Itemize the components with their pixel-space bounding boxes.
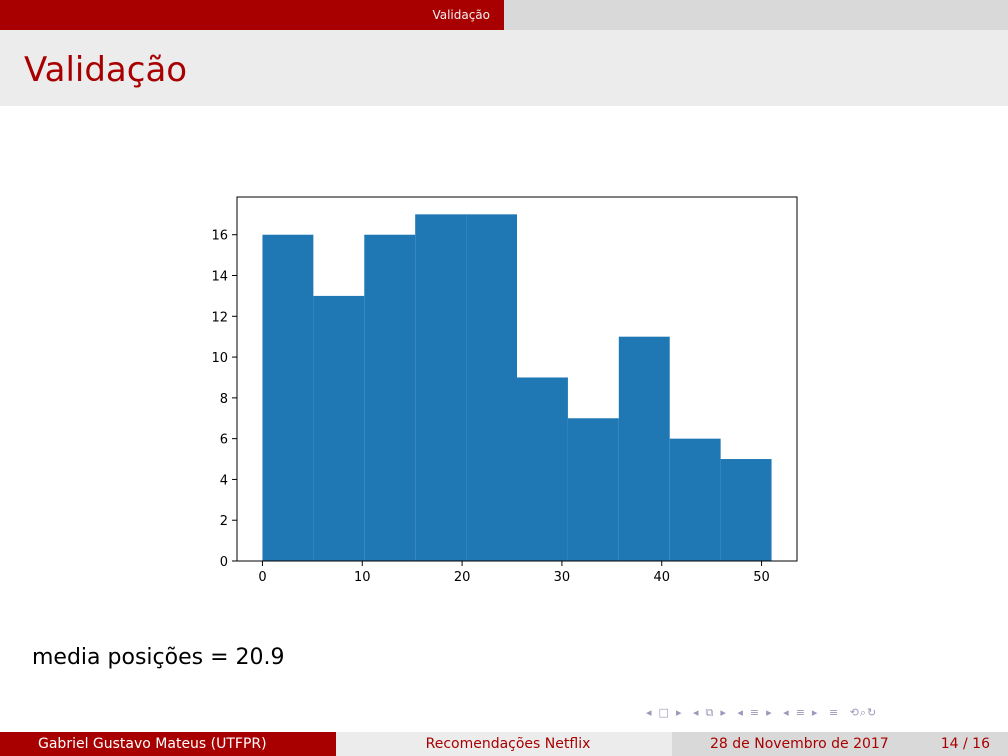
nav-prev-part-icon[interactable]: ◂: [783, 706, 790, 719]
footer-talk-title: Recomendações Netflix: [336, 732, 672, 756]
y-tick-label-8: 8: [220, 392, 228, 407]
y-tick-label-14: 14: [211, 270, 228, 285]
footer-page-number: 14 / 16: [940, 736, 990, 752]
nav-toc-icon[interactable]: ≡: [828, 706, 840, 719]
nav-prev-subsection-icon[interactable]: ◂: [692, 706, 700, 719]
nav-prev-section-icon[interactable]: ◂: [737, 706, 744, 719]
plot-frame: [236, 196, 798, 562]
frame-title-band: [0, 30, 1008, 106]
section-bar-blank: [504, 0, 1008, 30]
histogram-bar-1: [313, 295, 365, 561]
nav-frame-icon[interactable]: □: [658, 706, 670, 719]
footer-date: 28 de Novembro de 2017: [710, 736, 889, 752]
nav-next-section-icon[interactable]: ▸: [766, 706, 773, 719]
nav-prev-frame-icon[interactable]: ◂: [646, 706, 653, 719]
histogram-bar-0: [262, 234, 314, 561]
nav-next-subsection-icon[interactable]: ▸: [720, 706, 727, 719]
nav-next-part-icon[interactable]: ▸: [811, 706, 819, 719]
footer-bar: Gabriel Gustavo Mateus (UTFPR) Recomenda…: [0, 732, 1008, 756]
footer-date-page: 28 de Novembro de 2017 14 / 16: [672, 732, 1008, 756]
histogram-bar-4: [466, 214, 517, 562]
y-tick-label-16: 16: [211, 229, 228, 244]
histogram-bar-9: [720, 459, 772, 561]
x-tick-label-50: 50: [753, 570, 770, 585]
y-tick-label-4: 4: [220, 473, 228, 488]
y-tick-label-6: 6: [220, 433, 228, 448]
section-navigation-bar: Validação: [0, 0, 1008, 30]
histogram-chart: 0 10 20 30 40 50 0 2 4 6 8 10 12 14 16: [211, 196, 798, 585]
y-tick-label-0: 0: [220, 555, 228, 570]
nav-section-icon[interactable]: ≡: [749, 706, 761, 719]
beamer-navigation-symbols: ◂ □ ▸ ◂ ⧉ ▸ ◂ ≡ ▸ ◂ ≡ ▸ ≡ ⟲⌕↻: [646, 706, 1006, 724]
x-tick-label-40: 40: [653, 570, 670, 585]
histogram-bar-8: [669, 438, 721, 561]
y-tick-label-2: 2: [220, 514, 228, 529]
x-tick-label-10: 10: [354, 570, 371, 585]
y-tick-label-10: 10: [211, 351, 228, 366]
histogram-bar-3: [415, 214, 467, 562]
nav-subsection-icon[interactable]: ⧉: [705, 706, 715, 719]
x-tick-label-30: 30: [554, 570, 571, 585]
frame-title: Validação: [24, 50, 188, 90]
x-tick-label-20: 20: [454, 570, 471, 585]
section-link-validacao[interactable]: Validação: [0, 0, 504, 30]
nav-next-frame-icon[interactable]: ▸: [675, 706, 683, 719]
histogram-bar-5: [517, 377, 568, 561]
x-tick-label-0: 0: [258, 570, 266, 585]
histogram-bar-6: [567, 418, 619, 561]
footer-author: Gabriel Gustavo Mateus (UTFPR): [0, 732, 336, 756]
histogram-bar-2: [364, 234, 416, 561]
y-tick-label-12: 12: [211, 310, 228, 325]
nav-part-icon[interactable]: ≡: [795, 706, 806, 719]
histogram-bar-7: [618, 336, 670, 561]
mean-position-caption: media posições = 20.9: [32, 645, 285, 670]
nav-search-icon[interactable]: ⟲⌕↻: [849, 706, 878, 719]
